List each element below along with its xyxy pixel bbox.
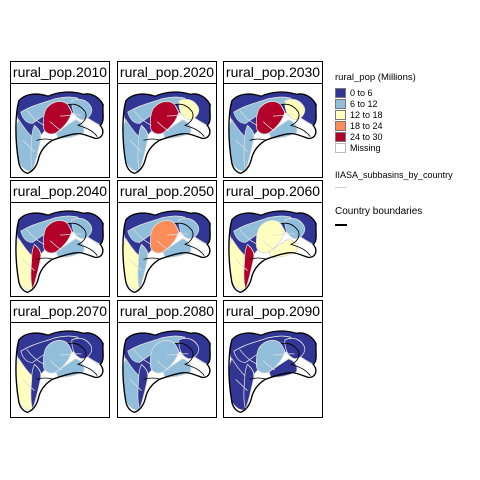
legend-items: 0 to 66 to 12 12 to 18 18 to 24 24 to 30 Mis… xyxy=(335,87,475,153)
legend-title: rural_pop (Millions) xyxy=(335,72,475,83)
legend-label: 12 to 18 xyxy=(350,110,383,120)
legend-swatch xyxy=(335,88,346,98)
legend-swatch xyxy=(335,110,346,120)
subbasin-region-hook xyxy=(244,125,254,170)
panel-title: rural_pop.2080 xyxy=(118,301,216,323)
map-panel: rural_pop.2090 xyxy=(223,300,323,418)
legend-item: 18 to 24 xyxy=(335,120,475,131)
subbasin-region-hook xyxy=(244,244,254,289)
map-panel: rural_pop.2060 xyxy=(223,180,323,297)
subbasin-region-hook xyxy=(31,125,41,170)
map-panel: rural_pop.2020 xyxy=(117,61,217,178)
country-legend-label: Country boundaries xyxy=(335,206,422,217)
basin-map xyxy=(11,84,109,178)
map-panel: rural_pop.2010 xyxy=(10,61,110,178)
legend-swatch xyxy=(335,99,346,109)
basin-map xyxy=(118,203,216,297)
basin-map xyxy=(224,84,322,178)
legend-label: 0 to 6 xyxy=(350,88,373,98)
subbasin-region-hook xyxy=(31,364,41,409)
subbasin-legend: IIASA_subbasins_by_country xyxy=(335,170,453,188)
map-panel: rural_pop.2050 xyxy=(117,180,217,297)
country-legend: Country boundaries xyxy=(335,206,422,226)
legend-item: 24 to 30 xyxy=(335,131,475,142)
basin-map xyxy=(118,84,216,178)
subbasin-region-hook xyxy=(31,244,41,289)
subbasin-region-hook xyxy=(138,364,148,409)
basin-map xyxy=(224,203,322,297)
subbasin-region-hook xyxy=(138,125,148,170)
basin-map xyxy=(11,203,109,297)
panel-title: rural_pop.2030 xyxy=(224,62,322,84)
basin-map xyxy=(11,323,109,417)
panel-title: rural_pop.2070 xyxy=(11,301,109,323)
legend-swatch xyxy=(335,121,346,131)
subbasin-region-hook xyxy=(244,364,254,409)
panel-title: rural_pop.2020 xyxy=(118,62,216,84)
legend-label: 6 to 12 xyxy=(350,99,378,109)
legend-swatch xyxy=(335,143,346,153)
legend-item: 6 to 12 xyxy=(335,98,475,109)
subbasin-legend-line xyxy=(335,187,347,188)
legend-item: 0 to 6 xyxy=(335,87,475,98)
map-panel: rural_pop.2080 xyxy=(117,300,217,418)
map-panel: rural_pop.2040 xyxy=(10,180,110,297)
legend-swatch xyxy=(335,132,346,142)
legend-label: Missing xyxy=(350,143,381,153)
basin-map xyxy=(118,323,216,417)
map-panel: rural_pop.2070 xyxy=(10,300,110,418)
legend-item: 12 to 18 xyxy=(335,109,475,120)
panel-title: rural_pop.2060 xyxy=(224,181,322,203)
panel-title: rural_pop.2010 xyxy=(11,62,109,84)
map-panel: rural_pop.2030 xyxy=(223,61,323,178)
subbasin-region-hook xyxy=(138,244,148,289)
panel-title: rural_pop.2090 xyxy=(224,301,322,323)
legend-label: 18 to 24 xyxy=(350,121,383,131)
subbasin-legend-label: IIASA_subbasins_by_country xyxy=(335,170,453,180)
panel-title: rural_pop.2050 xyxy=(118,181,216,203)
basin-map xyxy=(224,323,322,417)
country-legend-line xyxy=(335,224,347,226)
legend-item: Missing xyxy=(335,142,475,153)
panel-title: rural_pop.2040 xyxy=(11,181,109,203)
legend-label: 24 to 30 xyxy=(350,132,383,142)
